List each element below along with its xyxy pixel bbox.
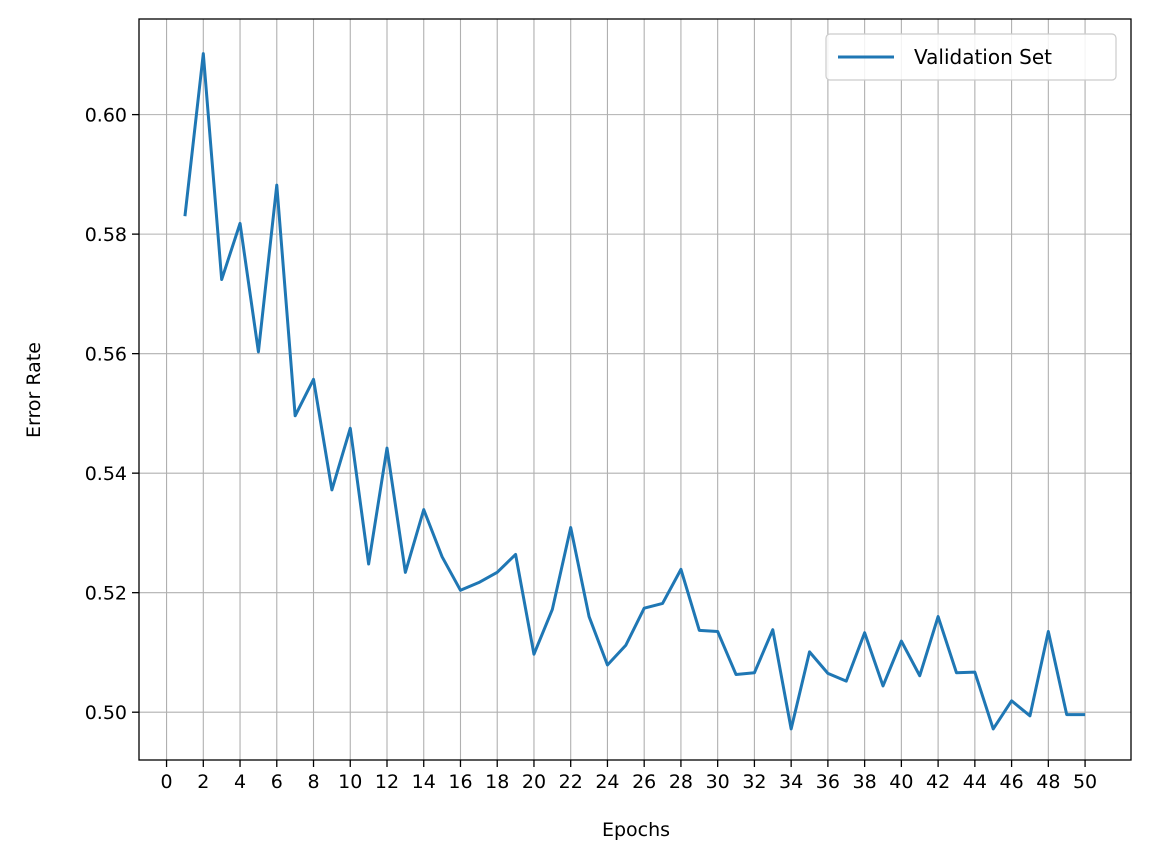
x-tick-label: 22 [559, 771, 583, 793]
y-tick-label: 0.56 [85, 344, 127, 366]
plot-frame [138, 18, 1132, 761]
y-axis-label: Error Rate [23, 342, 45, 438]
grid [139, 19, 1131, 760]
x-tick-label: 14 [412, 771, 436, 793]
x-tick-label: 20 [522, 771, 546, 793]
x-tick-label: 38 [853, 771, 877, 793]
y-tick-label: 0.50 [85, 702, 127, 724]
x-tick-label: 36 [816, 771, 840, 793]
legend-box [825, 33, 1117, 81]
x-tick-label: 6 [271, 771, 283, 793]
x-tick-label: 16 [448, 771, 472, 793]
legend: Validation Set [825, 33, 1117, 81]
x-tick-label: 4 [234, 771, 246, 793]
x-axis-ticks: 0 2 4 6 8 10 12 14 16 18 20 22 24 26 28 30 32 34 36 38 40 42 4… [161, 760, 1097, 793]
x-tick-label: 46 [999, 771, 1023, 793]
legend-label: Validation Set [914, 45, 1052, 69]
series-line-validation-set [183, 52, 1086, 731]
x-tick-label: 24 [595, 771, 619, 793]
x-tick-label: 44 [963, 771, 987, 793]
y-tick-label: 0.54 [85, 463, 127, 485]
x-tick-label: 30 [706, 771, 730, 793]
x-tick-label: 34 [779, 771, 803, 793]
x-tick-label: 18 [485, 771, 509, 793]
y-tick-label: 0.60 [85, 105, 127, 127]
x-axis-label: Epochs [602, 819, 670, 841]
x-tick-label: 8 [307, 771, 319, 793]
y-tick-label: 0.52 [85, 583, 127, 605]
x-tick-label: 50 [1073, 771, 1097, 793]
y-axis-ticks: 0.50 0.52 0.54 0.56 0.58 0.60 [85, 105, 139, 724]
x-tick-label: 26 [632, 771, 656, 793]
x-tick-label: 48 [1036, 771, 1060, 793]
x-tick-label: 28 [669, 771, 693, 793]
x-tick-label: 12 [375, 771, 399, 793]
x-tick-label: 32 [742, 771, 766, 793]
x-tick-label: 2 [197, 771, 209, 793]
x-tick-label: 42 [926, 771, 950, 793]
x-tick-label: 0 [161, 771, 173, 793]
x-tick-label: 40 [889, 771, 913, 793]
series-layer [183, 52, 1086, 731]
x-tick-label: 10 [338, 771, 362, 793]
y-tick-label: 0.58 [85, 224, 127, 246]
